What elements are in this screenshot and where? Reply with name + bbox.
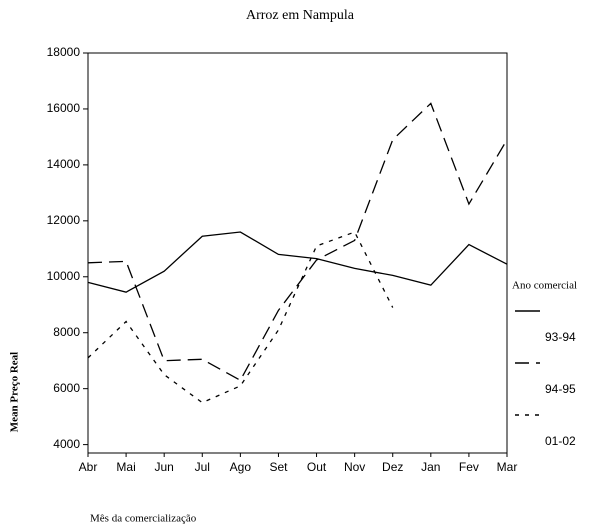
legend-label: 01-02 [545, 434, 576, 448]
y-tick-label: 6000 [53, 381, 80, 395]
x-tick-label: Mar [497, 460, 518, 474]
x-tick-label: Nov [344, 460, 365, 474]
x-tick-label: Out [307, 460, 327, 474]
x-tick-label: Jan [421, 460, 440, 474]
x-tick-label: Jun [155, 460, 174, 474]
x-tick-label: Dez [382, 460, 403, 474]
plot-frame [87, 52, 508, 454]
x-axis-label: Mês da comercialização [90, 513, 197, 525]
x-tick-label: Jul [195, 460, 210, 474]
y-tick-label: 18000 [47, 45, 81, 59]
y-tick-label: 14000 [47, 157, 81, 171]
series-line [87, 231, 394, 404]
legend-title: Ano comercial [512, 280, 577, 292]
legend-label: 94-95 [545, 382, 576, 396]
x-tick-label: Ago [230, 460, 252, 474]
y-tick-label: 4000 [53, 437, 80, 451]
x-tick-label: Set [269, 460, 288, 474]
series-line [87, 102, 508, 382]
y-tick-label: 10000 [47, 269, 81, 283]
y-tick-label: 16000 [47, 101, 81, 115]
x-tick-label: Abr [79, 460, 98, 474]
y-axis-label: Mean Preço Real [9, 352, 21, 432]
x-tick-label: Mai [116, 460, 135, 474]
series-line [87, 231, 508, 293]
x-tick-label: Fev [459, 460, 479, 474]
y-tick-label: 12000 [47, 213, 81, 227]
legend-label: 93-94 [545, 330, 576, 344]
chart-title: Arroz em Nampula [246, 8, 355, 23]
y-tick-label: 8000 [53, 325, 80, 339]
